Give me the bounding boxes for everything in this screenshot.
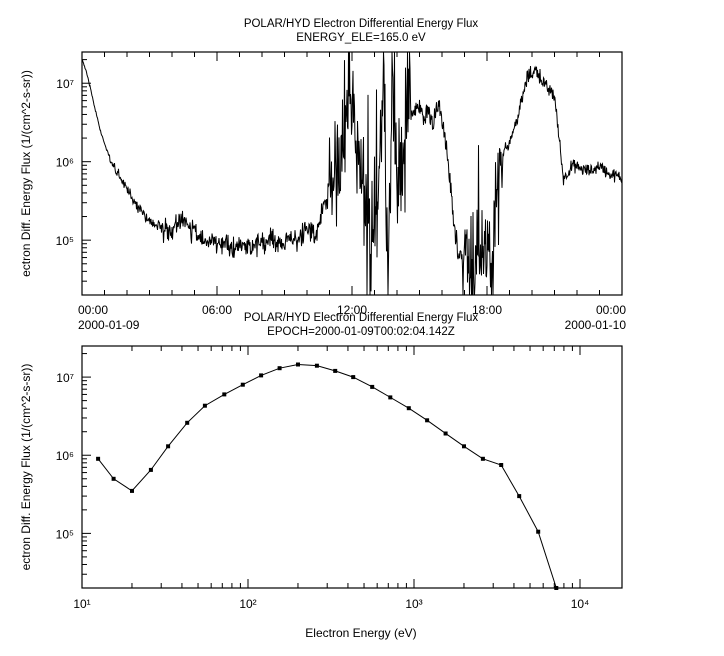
bottom-data-point <box>370 384 375 389</box>
top-panel-title-line2: ENERGY_ELE=165.0 eV <box>296 32 426 44</box>
top-x-tick-label: 18:00 <box>472 303 502 317</box>
bottom-x-tick-label: 10¹ <box>73 597 90 611</box>
top-x-tick-label: 00:00 <box>596 303 626 317</box>
bottom-data-point <box>536 529 541 534</box>
bottom-data-point <box>130 488 134 493</box>
bottom-plot-frame <box>81 345 623 589</box>
bottom-data-point <box>202 403 207 408</box>
top-y-tick-label: 10⁶ <box>56 156 74 170</box>
bottom-spectrum-line <box>97 363 557 588</box>
bottom-panel-title-line1: POLAR/HYD Electron Differential Energy F… <box>244 312 479 324</box>
bottom-data-point <box>148 467 153 472</box>
bottom-x-tick-label: 10⁴ <box>571 597 590 611</box>
bottom-data-point <box>443 431 448 436</box>
bottom-data-point <box>388 395 393 400</box>
bottom-data-point <box>240 382 245 387</box>
bottom-y-tick-label: 10⁷ <box>56 371 74 385</box>
top-x-tick-label: 12:00 <box>337 303 367 317</box>
bottom-data-point <box>296 362 300 367</box>
top-y-axis-label: ectron Diff. Energy Flux (1/(cm^2-s-sr)) <box>19 70 33 277</box>
top-x-tick-label: 06:00 <box>202 303 232 317</box>
bottom-x-tick-label: 10² <box>239 597 256 611</box>
bottom-data-point <box>166 444 171 449</box>
bottom-data-point <box>96 456 101 461</box>
bottom-data-point <box>314 363 319 368</box>
top-x-tick-date-label: 2000-01-09 <box>78 318 140 332</box>
bottom-data-point <box>185 420 190 425</box>
bottom-data-point <box>499 463 504 467</box>
bottom-x-axis-label: Electron Energy (eV) <box>305 626 416 640</box>
bottom-data-point <box>425 418 430 423</box>
bottom-data-point <box>222 392 227 397</box>
top-y-tick-label: 10⁷ <box>56 77 74 91</box>
bottom-data-point <box>351 375 356 380</box>
top-x-tick-date-label: 2000-01-10 <box>565 318 627 332</box>
top-data-trace <box>82 52 622 295</box>
bottom-data-point <box>480 456 485 461</box>
top-y-tick-label: 10⁵ <box>56 234 74 248</box>
bottom-data-point <box>554 586 559 590</box>
bottom-data-point <box>111 476 116 481</box>
top-panel-title-line1: POLAR/HYD Electron Differential Energy F… <box>244 18 479 30</box>
bottom-panel-title-line2: EPOCH=2000-01-09T00:02:04.142Z <box>267 326 455 338</box>
bottom-data-point <box>406 406 411 411</box>
bottom-data-point <box>259 373 264 378</box>
bottom-y-tick-label: 10⁶ <box>56 449 74 463</box>
bottom-data-point <box>277 366 282 371</box>
bottom-y-axis-label: ectron Diff. Energy Flux (1/(cm^2-s-sr)) <box>19 364 33 571</box>
top-x-tick-label: 00:00 <box>78 303 108 317</box>
bottom-data-point <box>333 368 338 373</box>
top-plot-frame <box>81 51 623 296</box>
bottom-x-tick-label: 10³ <box>405 597 422 611</box>
bottom-data-point <box>517 494 522 499</box>
bottom-y-tick-label: 10⁵ <box>56 527 74 541</box>
bottom-spectrum-tail <box>621 586 622 588</box>
bottom-data-point <box>462 444 466 449</box>
